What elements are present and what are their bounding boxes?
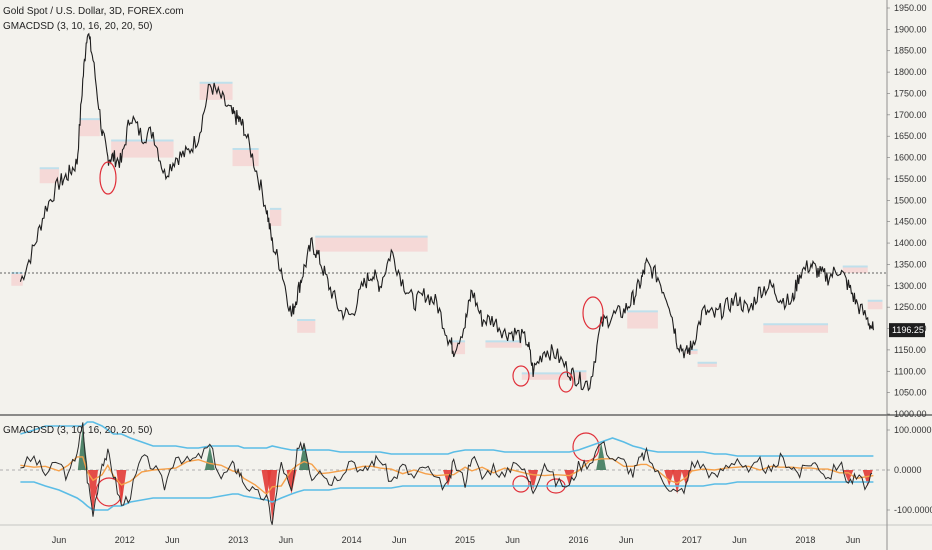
annotation-circle	[512, 475, 530, 493]
price-line	[19, 32, 874, 392]
main-indicator-label: GMACDSD (3, 10, 16, 20, 20, 50)	[3, 21, 153, 32]
zone-rect	[11, 272, 23, 286]
annotation-circle	[558, 371, 574, 393]
zone-rect	[269, 208, 282, 226]
zone-rect	[39, 168, 59, 184]
price-tick-label: 1550.00	[894, 174, 927, 184]
sub-indicator-label: GMACDSD (3, 10, 16, 20, 20, 50)	[3, 425, 153, 436]
time-tick-label: 2018	[795, 535, 815, 545]
annotation-circle	[582, 296, 604, 330]
price-tick-label: 1450.00	[894, 217, 927, 227]
zone-rect	[297, 319, 316, 333]
histogram-spike	[664, 470, 675, 486]
zone-rect	[686, 349, 698, 355]
zone-rect	[867, 300, 883, 310]
time-tick-label: Jun	[505, 535, 520, 545]
histogram-spike	[672, 470, 683, 494]
time-tick-label: 2013	[228, 535, 248, 545]
upper-band	[20, 421, 874, 457]
price-tick-label: 1000.00	[894, 409, 927, 419]
price-tick-label: 1700.00	[894, 110, 927, 120]
chart-title: Gold Spot / U.S. Dollar, 3D, FOREX.com	[3, 6, 184, 17]
osc-tick-label: 0.0000	[894, 465, 922, 475]
annotation-circle	[572, 432, 600, 462]
price-tick-label: 1400.00	[894, 238, 927, 248]
price-tick-label: 1750.00	[894, 88, 927, 98]
price-tick-label: 1100.00	[894, 366, 926, 376]
osc-tick-label: 100.0000	[894, 425, 932, 435]
signal-line	[20, 456, 874, 496]
price-tick-label: 1600.00	[894, 153, 927, 163]
histogram-spike	[88, 470, 99, 514]
time-tick-label: Jun	[732, 535, 747, 545]
price-tick-label: 1050.00	[894, 388, 927, 398]
annotation-circle	[99, 161, 117, 195]
zone-rect	[451, 341, 466, 355]
price-tick-label: 1800.00	[894, 67, 927, 77]
price-tick-label: 1250.00	[894, 302, 927, 312]
price-tick-label: 1650.00	[894, 131, 927, 141]
time-tick-label: Jun	[846, 535, 861, 545]
zone-rect	[232, 149, 259, 167]
price-tick-label: 1950.00	[894, 3, 927, 13]
time-tick-label: 2017	[682, 535, 702, 545]
time-tick-label: 2012	[115, 535, 135, 545]
last-price-text: 1196.25	[892, 325, 924, 335]
time-tick-label: Jun	[392, 535, 407, 545]
time-tick-label: Jun	[619, 535, 634, 545]
time-tick-label: Jun	[165, 535, 180, 545]
time-tick-label: Jun	[279, 535, 294, 545]
price-series	[19, 32, 874, 392]
oscillator-pane	[0, 421, 887, 525]
lower-band	[20, 481, 874, 511]
zone-rect	[763, 324, 829, 333]
oscillator-line	[20, 422, 873, 525]
zone-rect	[842, 266, 868, 273]
price-tick-label: 1350.00	[894, 259, 927, 269]
zone-rect	[315, 236, 428, 252]
support-resistance-zones	[11, 81, 883, 380]
price-tick-label: 1850.00	[894, 46, 927, 56]
time-tick-label: Jun	[52, 535, 67, 545]
time-tick-label: 2015	[455, 535, 475, 545]
zone-rect	[627, 311, 658, 329]
time-axis: Jun 2012 Jun 2013 Jun 2014 Jun 2015 Jun 2016 Jun 20…	[52, 535, 861, 545]
annotations	[95, 161, 604, 507]
price-tick-label: 1150.00	[894, 345, 926, 355]
histogram-spike	[116, 470, 127, 506]
histogram-spike	[298, 442, 309, 470]
price-tick-label: 1300.00	[894, 281, 927, 291]
zone-rect	[79, 119, 100, 137]
price-tick-label: 1900.00	[894, 24, 927, 34]
price-tick-label: 1500.00	[894, 195, 927, 205]
annotation-circle	[512, 365, 530, 387]
last-price-box	[889, 323, 925, 338]
osc-tick-label: -100.0000	[894, 505, 932, 515]
last-price-label: 1196.25	[889, 323, 925, 338]
zone-rect	[485, 341, 522, 348]
price-axis: 1950.00 1900.00 1850.00 1800.00 1750.00 1700.…	[887, 3, 927, 419]
zone-rect	[521, 373, 573, 380]
oscillator-axis: 100.0000 0.0000 -100.0000	[887, 425, 932, 515]
time-tick-label: 2016	[568, 535, 588, 545]
time-tick-label: 2014	[342, 535, 362, 545]
zone-rect	[697, 362, 717, 367]
histogram-spike	[267, 470, 278, 522]
histogram-spike	[596, 442, 607, 470]
